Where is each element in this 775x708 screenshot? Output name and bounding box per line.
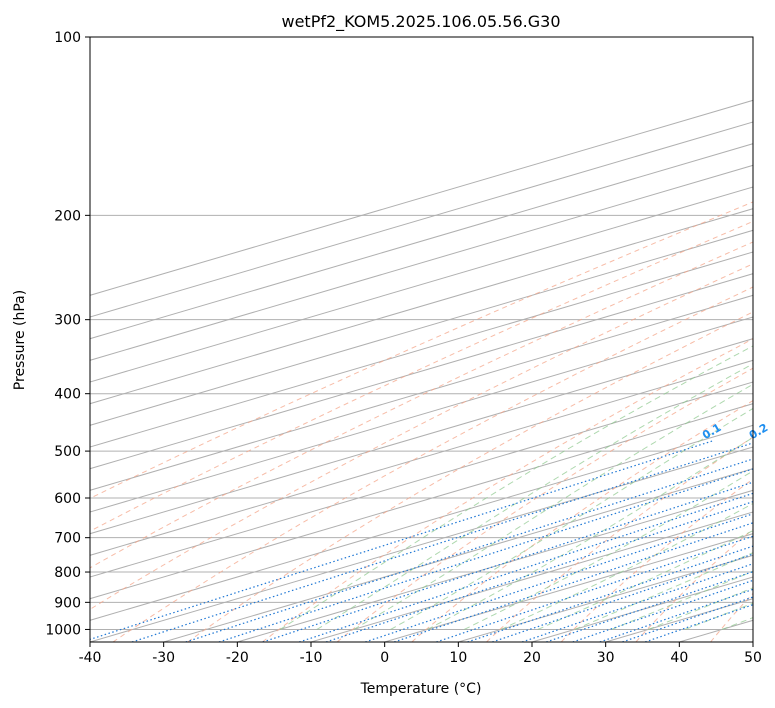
isotherm-line [90,338,753,535]
isotherm-line [90,424,753,621]
x-tick-label: -40 [79,650,102,666]
isotherm-line [90,121,753,318]
x-tick-label: 0 [380,650,389,666]
y-axis-label: Pressure (hPa) [12,290,28,390]
x-tick-label: 20 [523,650,541,666]
moist-adiabat [390,407,753,630]
mixing-ratio-line [436,535,753,642]
mixing-ratio-line [467,545,753,642]
dry-adiabat [710,592,753,642]
dry-adiabat [90,201,753,499]
x-axis-label: Temperature (°C) [360,681,482,697]
plot-background [90,37,753,642]
dry-adiabat [90,263,753,610]
chart-title: wetPf2_KOM5.2025.106.05.56.G30 [281,12,560,32]
mixing-ratio-line [299,492,753,642]
dry-adiabat [336,367,753,642]
isotherm-line [90,446,753,642]
y-tick-label: 700 [54,531,81,547]
isotherm-line [310,511,753,642]
isotherm-line [90,316,753,513]
moist-adiabat [279,345,753,630]
plot-frame [89,36,754,643]
moist-adiabat [574,552,753,630]
moist-adiabat [427,436,753,630]
isotherm-line [90,273,753,470]
y-tick-label: 100 [54,30,81,46]
x-tick-label: -20 [226,650,249,666]
y-axis: 100 200 300 400 500 600 700 800 900 1000 [45,30,90,638]
isotherm-line [752,641,753,642]
y-tick-label: 600 [54,491,81,507]
dry-adiabat [90,220,753,532]
y-tick-label: 1000 [45,622,81,638]
mixing-ratio-line [394,522,753,642]
y-tick-label: 200 [54,208,81,224]
x-tick-label: 10 [449,650,467,666]
y-tick-label: 300 [54,313,81,329]
moist-adiabat [463,470,753,630]
mixing-ratio-line [325,501,753,642]
y-tick-label: 500 [54,444,81,460]
x-tick-label: -10 [300,650,323,666]
dry-adiabat [560,478,753,642]
x-tick-label: -30 [152,650,175,666]
isotherm-line [90,294,753,491]
mixing-ratio-line [90,440,714,640]
isotherm-line [90,381,753,578]
background-lines [90,37,753,642]
dry-adiabat [90,241,753,569]
x-tick-label: 50 [744,650,762,666]
x-axis: -40 -30 -20 -10 0 10 20 30 40 50 [79,642,762,666]
isotherm-line [90,403,753,600]
isotherm-line [90,99,753,296]
moist-adiabat [537,530,753,630]
dry-adiabat [112,286,753,642]
isotherm-line [384,533,753,642]
x-tick-label: 40 [670,650,688,666]
isotherm-line [237,489,753,642]
isotherm-line [90,251,753,448]
isotherm-line [90,208,753,405]
dry-adiabat [187,311,753,642]
y-tick-label: 900 [54,595,81,611]
isotherm-line [90,186,753,383]
mixing-ratio-line [185,458,753,642]
moist-adiabat [316,363,753,630]
isotherm-line [90,164,753,361]
mixing-ratio-line [492,553,753,642]
y-tick-label: 800 [54,565,81,581]
y-tick-label: 400 [54,387,81,403]
dry-adiabat [635,528,753,642]
x-tick-label: 30 [597,650,615,666]
isotherm-line [163,468,753,642]
dry-adiabat [486,436,753,642]
isotherm-line [90,229,753,426]
